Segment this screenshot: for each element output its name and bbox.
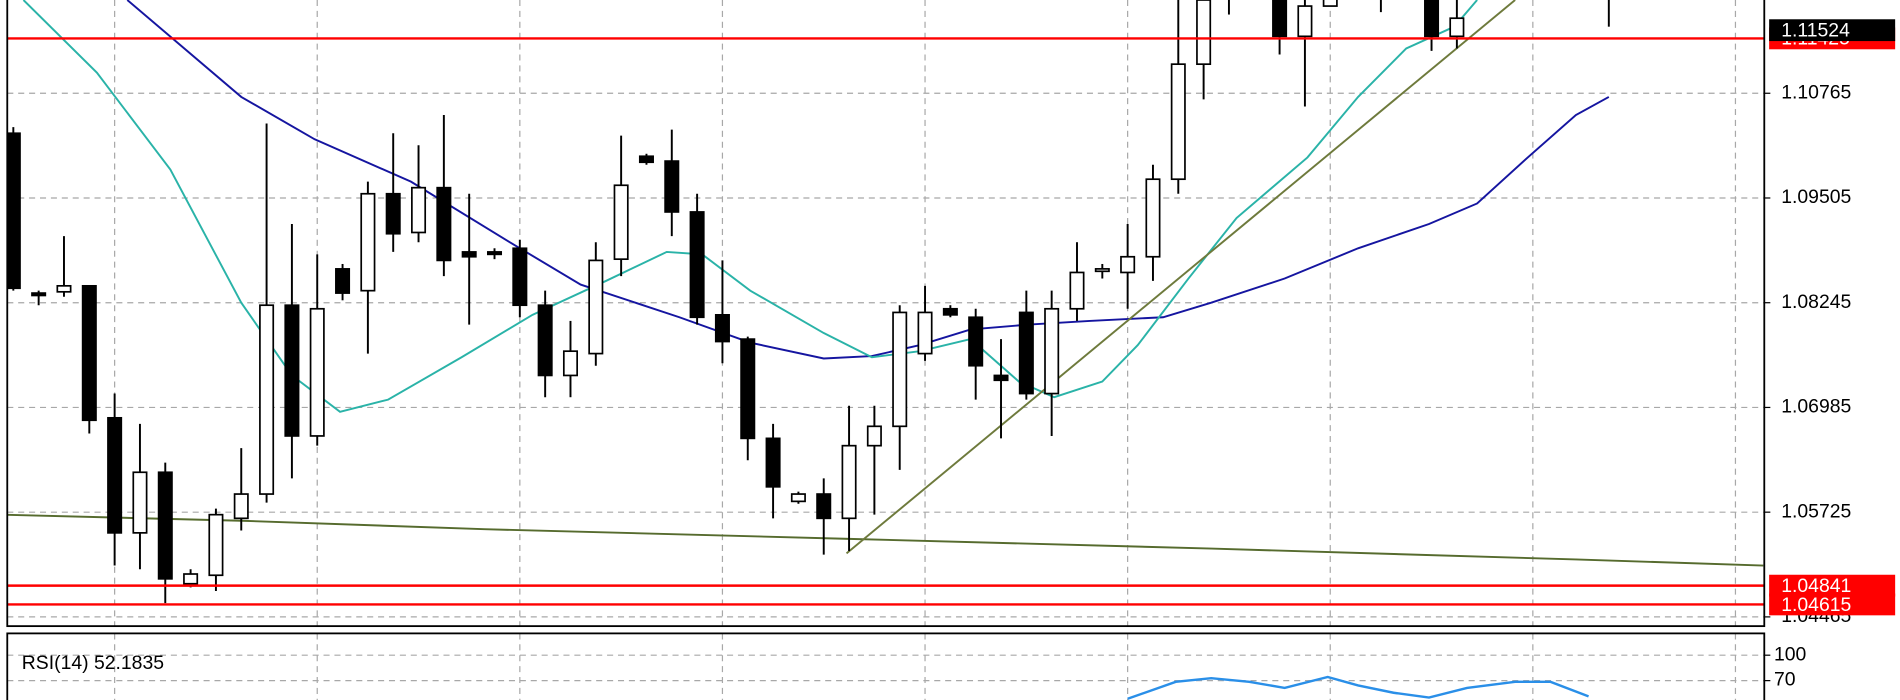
candle-body	[31, 292, 47, 297]
rsi-title: RSI(14) 52.1835	[22, 652, 164, 674]
candle-body	[1145, 178, 1161, 258]
candle-body	[107, 416, 123, 534]
candle-body	[461, 251, 477, 258]
candle-body	[1272, 0, 1288, 38]
candle-body	[689, 211, 705, 319]
candle-body	[411, 186, 427, 234]
level-label: 1.04841	[1781, 575, 1851, 597]
candle-body	[765, 437, 781, 488]
candle-body	[1424, 0, 1440, 38]
candle-body	[385, 192, 401, 235]
candle-body	[613, 184, 629, 261]
rsi-panel	[7, 633, 1765, 700]
candle-body	[81, 284, 97, 422]
candle-body	[1322, 0, 1338, 7]
candle-body	[309, 307, 325, 437]
candle-body	[335, 268, 351, 294]
main-panel	[7, 0, 1765, 627]
candle-body	[638, 155, 654, 164]
candle-body	[132, 471, 148, 534]
candle-body	[157, 471, 173, 580]
candle-body	[537, 304, 553, 377]
rsi-frame	[6, 632, 1766, 700]
candle-body	[968, 316, 984, 367]
candle-body	[892, 311, 908, 428]
overlay-line	[845, 0, 1516, 555]
candle-body	[942, 307, 958, 316]
candle-body	[360, 192, 376, 292]
level-label-box	[1769, 593, 1896, 616]
candle-body	[790, 493, 806, 503]
candle-body	[1297, 5, 1313, 38]
candle-body	[1094, 268, 1110, 273]
y-tick-label: 70	[1774, 669, 1796, 691]
y-tick-label: 100	[1774, 643, 1807, 665]
candle-body	[664, 160, 680, 213]
candle-body	[714, 314, 730, 343]
candle-body	[512, 247, 528, 307]
candle-body	[1449, 17, 1465, 38]
candle-body	[7, 132, 21, 290]
candle-body	[436, 186, 452, 262]
candle-body	[993, 374, 1009, 382]
candle-body	[259, 304, 275, 495]
level-label-box	[1769, 574, 1896, 597]
candle-body	[1196, 0, 1212, 66]
candle-body	[1120, 255, 1136, 274]
y-tick-label: 1.06985	[1781, 396, 1851, 418]
candle-body	[233, 493, 249, 520]
candle-body	[1069, 271, 1085, 310]
candle-body	[740, 338, 756, 440]
level-label: 1.04615	[1781, 594, 1851, 616]
candle-body	[917, 311, 933, 355]
candle-body	[284, 304, 300, 437]
candle-body	[816, 493, 832, 520]
candle-body	[208, 513, 224, 577]
bid-label: 1.11524	[1781, 20, 1850, 42]
rsi-line	[1127, 675, 1589, 700]
y-tick-label: 1.10765	[1781, 81, 1851, 103]
candle-body	[866, 425, 882, 447]
candle-body	[183, 573, 199, 585]
candle-body	[56, 284, 72, 293]
candle-body	[1018, 311, 1034, 395]
candle-body	[486, 251, 503, 256]
bid-label-box	[1769, 19, 1896, 42]
candle-body	[1170, 63, 1186, 181]
candle-body	[1044, 307, 1060, 395]
candle-body	[588, 259, 604, 355]
y-tick-label: 1.05725	[1781, 500, 1851, 522]
candle-body	[841, 444, 857, 520]
y-tick-label: 1.08245	[1781, 291, 1851, 313]
price-axis: 1.044651.057251.069851.082451.095051.107…	[1764, 19, 1896, 691]
candle-body	[562, 350, 578, 377]
main-frame	[6, 0, 1766, 628]
y-tick-label: 1.09505	[1781, 186, 1851, 208]
